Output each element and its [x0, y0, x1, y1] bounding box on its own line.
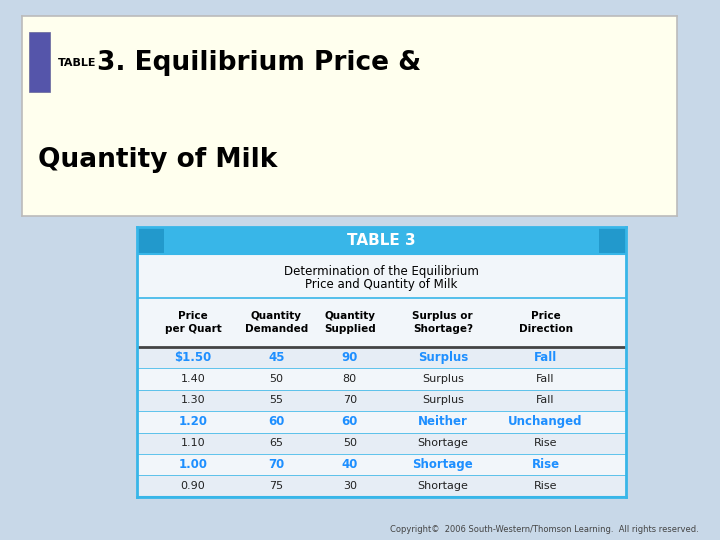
Text: Unchanged: Unchanged: [508, 415, 583, 428]
Text: TABLE 3: TABLE 3: [347, 233, 416, 248]
Text: Shortage: Shortage: [418, 481, 468, 491]
Text: 1.00: 1.00: [179, 458, 207, 471]
Text: Determination of the Equilibrium: Determination of the Equilibrium: [284, 265, 479, 278]
Text: Fall: Fall: [536, 374, 555, 384]
Text: 45: 45: [268, 351, 284, 364]
Text: Price
Direction: Price Direction: [518, 312, 572, 334]
Text: Shortage: Shortage: [413, 458, 473, 471]
Text: Quantity of Milk: Quantity of Milk: [38, 147, 277, 173]
Text: 60: 60: [268, 415, 284, 428]
Text: 0.90: 0.90: [181, 481, 205, 491]
Text: 30: 30: [343, 481, 357, 491]
Bar: [137, 347, 626, 368]
Text: Fall: Fall: [536, 395, 555, 406]
Text: Rise: Rise: [534, 438, 557, 448]
Text: 3. Equilibrium Price &: 3. Equilibrium Price &: [97, 50, 421, 76]
Bar: [137, 433, 626, 454]
Bar: [137, 411, 626, 433]
Text: Surplus: Surplus: [418, 351, 468, 364]
Text: $1.50: $1.50: [174, 351, 212, 364]
Text: 1.30: 1.30: [181, 395, 205, 406]
Text: 60: 60: [341, 415, 358, 428]
Bar: [600, 227, 626, 254]
Text: 55: 55: [269, 395, 284, 406]
Text: 50: 50: [269, 374, 284, 384]
Bar: [137, 454, 626, 475]
Text: Surplus or
Shortage?: Surplus or Shortage?: [413, 312, 473, 334]
Text: Quantity
Supplied: Quantity Supplied: [324, 312, 376, 334]
Bar: [137, 227, 163, 254]
Text: 1.20: 1.20: [179, 415, 207, 428]
Text: 90: 90: [341, 351, 358, 364]
Text: Price
per Quart: Price per Quart: [165, 312, 222, 334]
Bar: [163, 227, 600, 254]
Bar: [30, 32, 50, 92]
Text: 1.40: 1.40: [181, 374, 205, 384]
Text: 65: 65: [269, 438, 284, 448]
Text: Rise: Rise: [531, 458, 559, 471]
Text: 70: 70: [343, 395, 357, 406]
Text: 40: 40: [341, 458, 358, 471]
Text: Copyright©  2006 South-Western/Thomson Learning.  All rights reserved.: Copyright© 2006 South-Western/Thomson Le…: [390, 524, 698, 534]
Text: 80: 80: [343, 374, 357, 384]
Text: Price and Quantity of Milk: Price and Quantity of Milk: [305, 278, 458, 292]
Text: 75: 75: [269, 481, 284, 491]
Text: Rise: Rise: [534, 481, 557, 491]
Bar: [137, 475, 626, 497]
Text: 1.10: 1.10: [181, 438, 205, 448]
Bar: [137, 390, 626, 411]
Text: Quantity
Demanded: Quantity Demanded: [245, 312, 308, 334]
Text: Surplus: Surplus: [422, 395, 464, 406]
Text: Fall: Fall: [534, 351, 557, 364]
Text: Surplus: Surplus: [422, 374, 464, 384]
Text: Neither: Neither: [418, 415, 468, 428]
Text: 50: 50: [343, 438, 357, 448]
Text: TABLE: TABLE: [58, 58, 96, 68]
Bar: [137, 368, 626, 390]
Text: Shortage: Shortage: [418, 438, 468, 448]
Text: 70: 70: [269, 458, 284, 471]
